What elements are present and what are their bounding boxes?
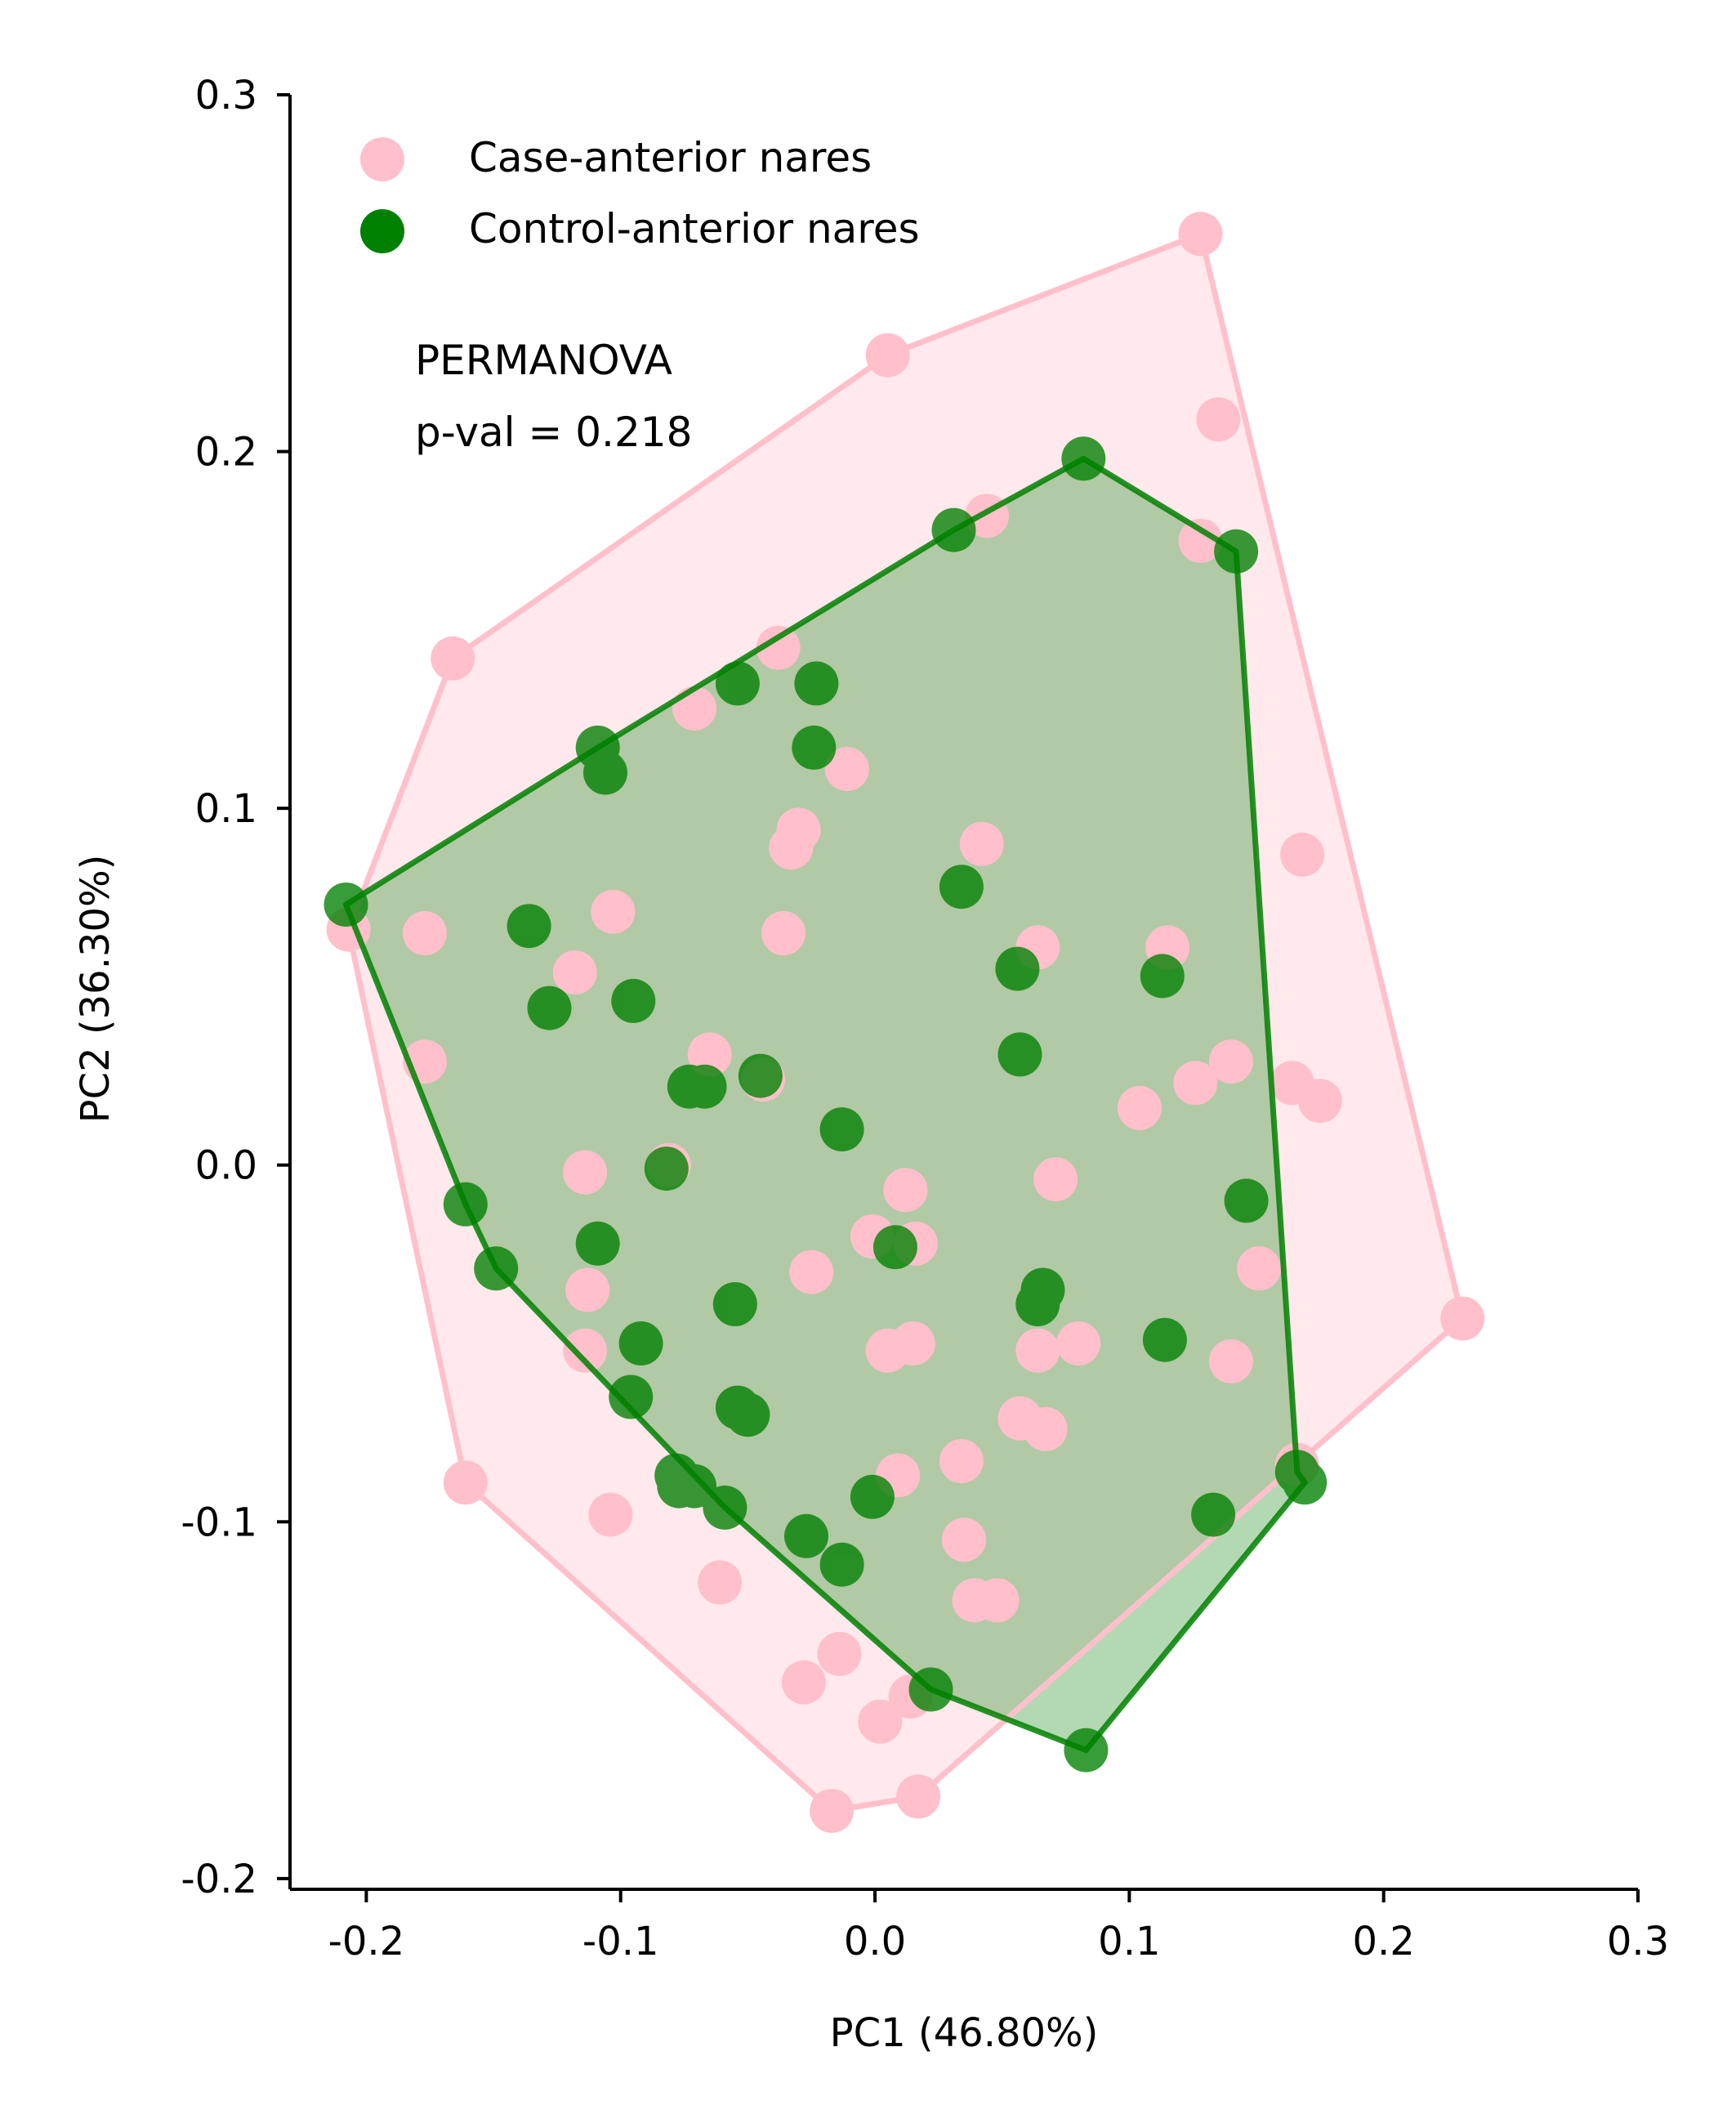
data-point	[824, 747, 869, 792]
data-point	[939, 865, 984, 910]
x-tick-label: -0.2	[328, 1919, 405, 1964]
data-point	[1015, 1282, 1060, 1326]
x-tick-label: 0.2	[1353, 1919, 1415, 1964]
data-point	[563, 1150, 608, 1195]
data-point	[942, 1517, 986, 1562]
y-axis-ticks: -0.2 -0.1 0.0 0.1 0.2 0.3	[181, 73, 290, 1902]
y-tick-label: -0.1	[181, 1500, 257, 1545]
data-point	[403, 911, 447, 955]
data-point	[819, 1542, 864, 1587]
data-point	[819, 1107, 864, 1152]
y-tick-label: 0.3	[195, 73, 257, 118]
data-point	[1178, 518, 1223, 563]
annotation-line-1: PERMANOVA	[415, 337, 672, 384]
data-point	[794, 661, 839, 706]
data-point	[792, 725, 837, 770]
data-point	[507, 904, 551, 949]
x-tick-label: 0.1	[1098, 1919, 1160, 1964]
legend-label-control: Control-anterior nares	[469, 205, 920, 253]
data-point	[995, 946, 1040, 991]
data-point	[959, 821, 1004, 866]
data-point	[850, 1474, 895, 1519]
data-point	[698, 1560, 743, 1605]
x-axis-ticks: -0.2 -0.1 0.0 0.1 0.2 0.3	[328, 1889, 1669, 1964]
data-point	[611, 978, 656, 1023]
data-point	[817, 1631, 862, 1676]
series-1-points	[324, 436, 1328, 1772]
data-point	[609, 1374, 654, 1419]
data-point	[575, 1221, 620, 1266]
data-point	[1056, 1321, 1101, 1365]
y-tick-label: -0.2	[181, 1857, 257, 1902]
data-point	[756, 625, 801, 670]
data-point	[618, 1321, 663, 1365]
data-point	[1173, 1061, 1218, 1106]
data-point	[1280, 832, 1325, 877]
data-point	[1196, 397, 1241, 442]
data-point	[761, 911, 806, 955]
data-point	[1224, 1178, 1269, 1223]
data-point	[672, 686, 716, 731]
data-point	[1237, 1246, 1282, 1291]
data-point	[1208, 1339, 1253, 1383]
data-point	[583, 750, 627, 795]
data-point	[858, 1699, 903, 1744]
data-point	[712, 1282, 757, 1326]
data-point	[672, 1464, 716, 1508]
data-point	[1142, 1317, 1187, 1362]
permanova-annotation: PERMANOVA p-val = 0.218	[415, 337, 692, 456]
data-point	[682, 1064, 727, 1109]
data-point	[1015, 1328, 1060, 1373]
data-point	[1297, 1079, 1342, 1124]
data-point	[565, 1267, 610, 1312]
data-point	[527, 986, 572, 1030]
y-tick-label: 0.0	[195, 1143, 257, 1189]
data-point	[738, 1053, 783, 1098]
data-point	[1117, 1085, 1162, 1130]
data-point	[789, 1249, 834, 1294]
data-point	[1140, 954, 1185, 999]
data-point	[997, 1032, 1042, 1077]
data-point	[591, 889, 636, 934]
data-point	[781, 1660, 826, 1705]
data-point	[563, 1328, 608, 1373]
x-tick-label: -0.1	[582, 1919, 659, 1964]
x-axis-label: PC1 (46.80%)	[830, 2010, 1099, 2056]
data-point	[1033, 1157, 1078, 1202]
y-axis-label: PC2 (36.30%)	[73, 855, 118, 1124]
data-point	[883, 1168, 928, 1213]
data-point	[890, 1321, 935, 1365]
data-point	[1023, 1406, 1068, 1451]
legend: Case-anterior nares Control-anterior nar…	[360, 134, 920, 253]
data-point	[552, 950, 597, 994]
hull-outline-1	[343, 455, 1308, 1754]
data-point	[644, 1146, 689, 1191]
y-tick-label: 0.2	[195, 430, 257, 476]
legend-label-case: Case-anterior nares	[469, 134, 872, 181]
data-point	[975, 1578, 1020, 1623]
data-point	[1208, 1039, 1253, 1084]
y-tick-label: 0.1	[195, 786, 257, 832]
annotation-line-2: p-val = 0.218	[415, 409, 692, 456]
x-tick-label: 0.0	[844, 1919, 906, 1964]
x-tick-label: 0.3	[1607, 1919, 1669, 1964]
legend-marker-control	[360, 209, 404, 253]
data-point	[872, 1225, 917, 1270]
axes: -0.2 -0.1 0.0 0.1 0.2 0.3 -0.2 -0.1 0.0 0.1 0.2 0.…	[73, 73, 1669, 2056]
data-point	[939, 1439, 984, 1484]
data-points	[324, 212, 1485, 1833]
data-point	[715, 661, 760, 706]
data-point	[725, 1392, 770, 1437]
data-point	[769, 825, 814, 870]
data-point	[784, 1513, 828, 1558]
legend-marker-case	[360, 137, 404, 181]
data-point	[1191, 1492, 1236, 1537]
data-point	[588, 1492, 633, 1537]
